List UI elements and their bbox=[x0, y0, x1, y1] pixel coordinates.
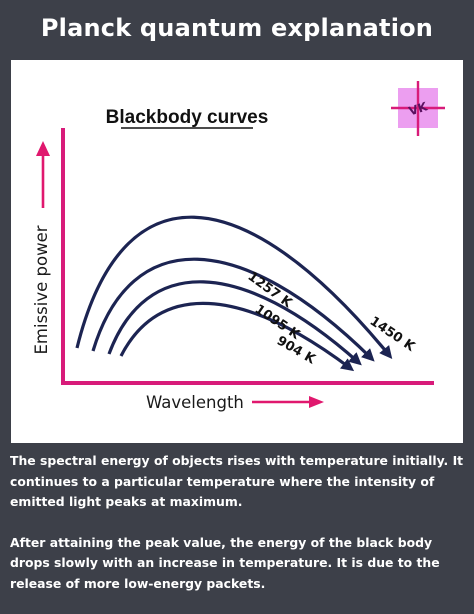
x-axis-arrow bbox=[252, 396, 324, 408]
x-axis-label: Wavelength bbox=[146, 393, 244, 412]
curve-1450k bbox=[75, 215, 393, 359]
curve-label-1095k: 1095 K bbox=[252, 302, 303, 343]
curve-904k bbox=[119, 301, 355, 372]
diagram-canvas: Blackbody curves VK Emissive power Wavel… bbox=[32, 81, 445, 412]
page-title: Planck quantum explanation bbox=[40, 14, 434, 42]
diagram-heading: Blackbody curves bbox=[106, 107, 269, 128]
curve-label-1450k: 1450 K bbox=[367, 314, 418, 355]
vk-logo: VK bbox=[391, 81, 445, 136]
y-arrow-head bbox=[36, 141, 50, 156]
curve-1257k bbox=[91, 257, 375, 362]
description-paragraph-1: The spectral energy of objects rises wit… bbox=[10, 453, 464, 509]
description: The spectral energy of objects rises wit… bbox=[10, 451, 466, 614]
y-axis-label: Emissive power bbox=[32, 225, 51, 354]
description-paragraph-2: After attaining the peak value, the ener… bbox=[10, 534, 440, 591]
curve-1095k bbox=[107, 280, 362, 366]
x-arrow-head bbox=[309, 396, 324, 408]
logo-text: VK bbox=[407, 99, 430, 118]
y-axis-arrow bbox=[36, 141, 50, 208]
blackbody-diagram: Blackbody curves VK Emissive power Wavel… bbox=[11, 60, 463, 443]
